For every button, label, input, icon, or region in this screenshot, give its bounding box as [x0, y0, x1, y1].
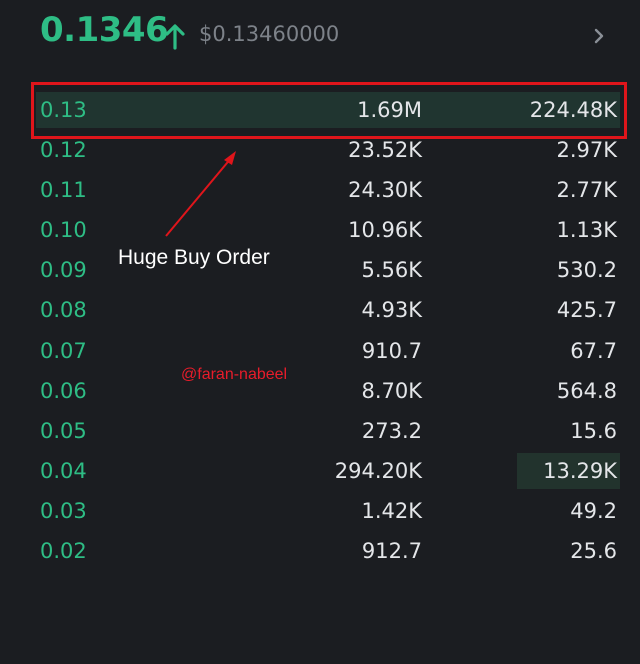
- order-total: 1.13K: [556, 218, 617, 243]
- order-total: 2.77K: [556, 178, 617, 203]
- order-amount: 4.93K: [361, 298, 422, 323]
- order-amount: 912.7: [361, 539, 422, 564]
- order-row[interactable]: 0.06 8.70K 564.8: [0, 371, 640, 411]
- order-row[interactable]: 0.09 5.56K 530.2: [0, 250, 640, 290]
- arrow-up-icon: [165, 24, 185, 50]
- order-amount: 1.69M: [357, 98, 422, 122]
- order-amount: 1.42K: [361, 498, 422, 523]
- order-row[interactable]: 0.03 1.42K 49.2: [0, 491, 640, 531]
- order-price: 0.04: [40, 458, 87, 483]
- order-row[interactable]: 0.12 23.52K 2.97K: [0, 130, 640, 170]
- order-price: 0.05: [40, 418, 87, 443]
- depth-bar: [517, 452, 620, 489]
- order-price: 0.08: [40, 298, 87, 323]
- price-header: 0.1346 $0.13460000: [40, 10, 620, 56]
- order-price: 0.11: [40, 178, 87, 203]
- order-amount: 10.96K: [348, 218, 422, 243]
- annotation-label: Huge Buy Order: [118, 246, 270, 269]
- order-total: 425.7: [556, 298, 617, 323]
- order-total: 25.6: [570, 539, 617, 564]
- order-price: 0.09: [40, 258, 87, 283]
- order-total: 15.6: [570, 418, 617, 443]
- order-total: 49.2: [570, 498, 617, 523]
- chevron-right-icon[interactable]: [592, 26, 606, 46]
- order-price: 0.02: [40, 539, 87, 564]
- watermark: @faran-nabeel: [181, 366, 288, 383]
- order-amount: 910.7: [361, 338, 422, 363]
- order-total: 564.8: [556, 378, 617, 403]
- order-price: 0.13: [40, 98, 87, 122]
- order-row[interactable]: 0.10 10.96K 1.13K: [0, 210, 640, 250]
- usd-price: $0.13460000: [199, 22, 340, 46]
- last-price: 0.1346: [40, 10, 169, 50]
- order-book: 0.13 1.69M 224.48K 0.12 23.52K 2.97K 0.1…: [0, 90, 640, 571]
- order-row[interactable]: 0.05 273.2 15.6: [0, 411, 640, 451]
- order-total: 224.48K: [529, 98, 617, 122]
- order-price: 0.10: [40, 218, 87, 243]
- order-amount: 24.30K: [348, 178, 422, 203]
- highlight-box: [31, 82, 627, 139]
- order-amount: 5.56K: [361, 258, 422, 283]
- order-row[interactable]: 0.11 24.30K 2.77K: [0, 170, 640, 210]
- order-price: 0.07: [40, 338, 87, 363]
- order-price: 0.06: [40, 378, 87, 403]
- order-total: 2.97K: [556, 138, 617, 163]
- order-row[interactable]: 0.02 912.7 25.6: [0, 531, 640, 571]
- order-amount: 273.2: [361, 418, 422, 443]
- order-price: 0.12: [40, 138, 87, 163]
- order-row[interactable]: 0.13 1.69M 224.48K: [0, 90, 640, 130]
- order-row[interactable]: 0.04 294.20K 13.29K: [0, 451, 640, 491]
- order-total: 67.7: [570, 338, 617, 363]
- order-row[interactable]: 0.08 4.93K 425.7: [0, 290, 640, 330]
- order-price: 0.03: [40, 498, 87, 523]
- order-amount: 294.20K: [334, 458, 422, 483]
- depth-bar: [36, 92, 620, 128]
- order-total: 530.2: [556, 258, 617, 283]
- order-amount: 23.52K: [348, 138, 422, 163]
- order-row[interactable]: 0.07 910.7 67.7: [0, 331, 640, 371]
- order-total: 13.29K: [543, 458, 617, 483]
- order-amount: 8.70K: [361, 378, 422, 403]
